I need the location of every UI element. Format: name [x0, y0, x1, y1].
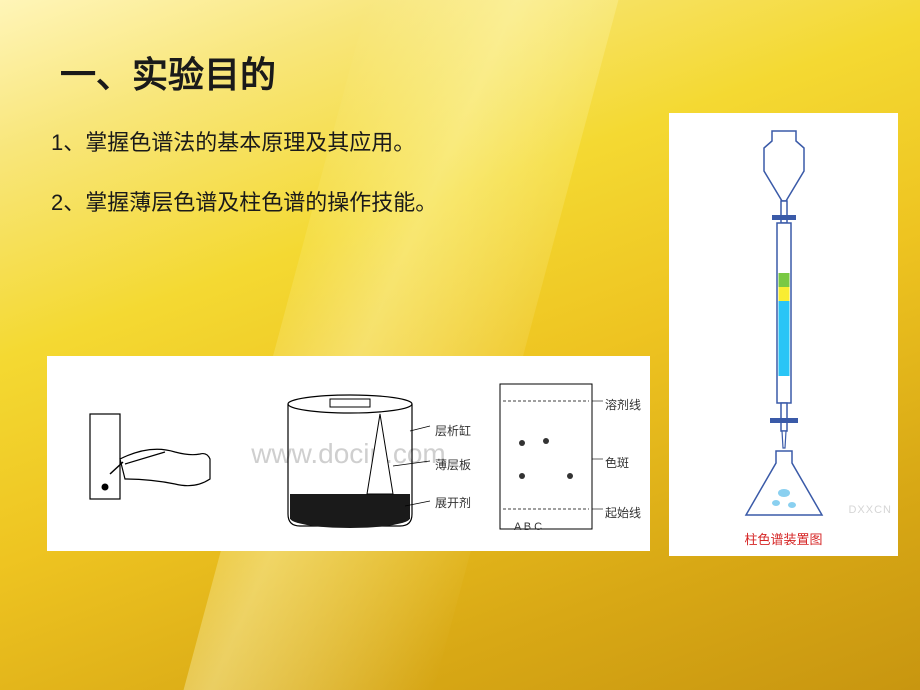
bullet-1: 1、掌握色谱法的基本原理及其应用。: [51, 128, 415, 159]
tlc-hand-icon: [65, 404, 215, 524]
column-chromatography-image: 柱色谱装置图 DXXCN: [669, 113, 898, 556]
tlc-front-label: 溶剂线: [605, 396, 641, 413]
column-label: 柱色谱装置图: [744, 529, 822, 548]
tlc-plate-label: 薄层板: [435, 456, 471, 473]
tlc-origin-label: 起始线: [605, 504, 641, 521]
background-highlight: [184, 0, 619, 690]
bullet-2: 2、掌握薄层色谱及柱色谱的操作技能。: [51, 188, 437, 219]
tlc-spot-label: 色斑: [605, 454, 629, 471]
column-apparatus-icon: [714, 123, 854, 523]
tlc-diagram-image: www.docin.com 层析缸 薄层板 展开剂 溶剂线 色斑 起始线: [47, 356, 650, 551]
tlc-jar-label: 层析缸: [435, 422, 471, 439]
page-title: 一、实验目的: [60, 46, 276, 98]
tlc-solvent-label: 展开剂: [435, 494, 471, 511]
tlc-letters: A B C: [514, 521, 542, 533]
right-watermark: DXXCN: [848, 504, 892, 516]
